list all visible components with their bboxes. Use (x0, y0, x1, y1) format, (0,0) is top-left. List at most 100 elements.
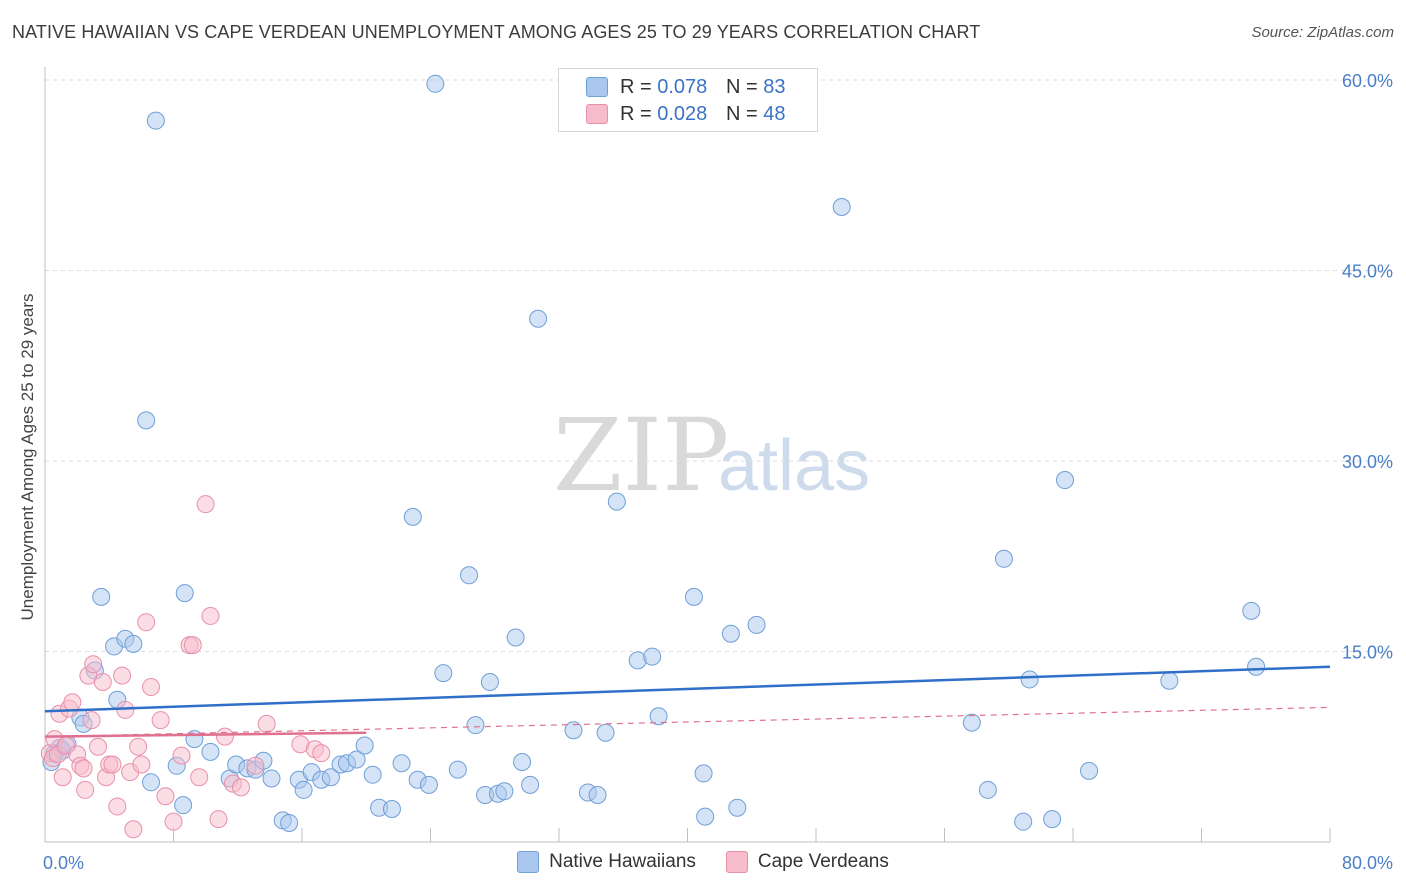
source-label: Source: ZipAtlas.com (1251, 24, 1394, 41)
data-point-native-hawaiians (355, 736, 374, 755)
data-point-cape-verdeans (164, 812, 183, 831)
x-tick-label: 0.0% (43, 853, 84, 873)
trend-line-native-hawaiians (44, 665, 1331, 713)
chart-title: NATIVE HAWAIIAN VS CAPE VERDEAN UNEMPLOY… (12, 22, 981, 42)
y-tick-label: 60.0% (1342, 71, 1393, 91)
data-point-native-hawaiians (466, 716, 485, 735)
data-point-native-hawaiians (513, 752, 532, 771)
data-point-native-hawaiians (448, 760, 467, 779)
legend-n-label: N = (726, 75, 758, 98)
data-point-cape-verdeans (172, 746, 191, 765)
data-point-native-hawaiians (721, 624, 740, 643)
data-point-cape-verdeans (312, 744, 331, 763)
trend-line-cape-verdeans (44, 731, 367, 738)
data-point-native-hawaiians (994, 549, 1013, 568)
data-point-native-hawaiians (294, 780, 313, 799)
data-point-native-hawaiians (832, 198, 851, 216)
data-point-cape-verdeans (132, 755, 151, 774)
data-point-native-hawaiians (480, 672, 499, 691)
data-point-native-hawaiians (201, 742, 220, 761)
data-point-native-hawaiians (142, 773, 161, 792)
y-tick-label: 15.0% (1342, 643, 1393, 663)
legend-r-label: R = (620, 102, 652, 125)
data-point-cape-verdeans (74, 759, 93, 778)
data-point-native-hawaiians (382, 799, 401, 818)
series-native-hawaiians (42, 74, 1266, 832)
legend-row-native-hawaiians: R = 0.078 N = 83 (559, 74, 786, 100)
data-point-native-hawaiians (962, 713, 981, 732)
gridlines (45, 79, 1392, 652)
data-point-cape-verdeans (53, 768, 72, 787)
watermark: ZIP atlas (553, 397, 870, 514)
watermark-atlas: atlas (718, 426, 870, 506)
data-point-cape-verdeans (215, 727, 234, 746)
y-tick-label: 45.0% (1342, 262, 1393, 282)
data-point-cape-verdeans (183, 636, 202, 655)
bottom-legend-label: Native Hawaiians (549, 851, 696, 872)
y-tick-label: 30.0% (1342, 452, 1393, 472)
data-point-native-hawaiians (588, 786, 607, 805)
data-point-cape-verdeans (142, 678, 161, 697)
legend: R = 0.078 N = 83 R = 0.028 N = 48 (558, 68, 818, 132)
legend-swatch-blue (586, 77, 608, 97)
data-point-native-hawaiians (728, 798, 747, 817)
data-point-native-hawaiians (564, 721, 583, 740)
data-point-native-hawaiians (434, 664, 453, 683)
data-point-native-hawaiians (392, 754, 411, 773)
data-point-native-hawaiians (643, 647, 662, 666)
data-point-cape-verdeans (196, 495, 215, 514)
data-point-native-hawaiians (696, 807, 715, 826)
data-point-native-hawaiians (137, 411, 156, 430)
data-point-cape-verdeans (113, 666, 132, 685)
legend-n-label: N = (726, 102, 758, 125)
data-point-cape-verdeans (63, 693, 82, 712)
data-point-native-hawaiians (978, 780, 997, 799)
data-point-native-hawaiians (419, 775, 438, 794)
data-point-native-hawaiians (1080, 761, 1099, 780)
data-point-native-hawaiians (1247, 657, 1266, 676)
data-point-native-hawaiians (521, 775, 540, 794)
data-point-cape-verdeans (108, 797, 127, 816)
data-point-cape-verdeans (151, 711, 170, 730)
data-point-cape-verdeans (129, 737, 148, 756)
data-point-native-hawaiians (363, 765, 382, 784)
data-point-native-hawaiians (1242, 601, 1261, 620)
trend-lines (44, 665, 1331, 738)
data-point-native-hawaiians (347, 750, 366, 769)
bottom-legend-swatch-pink (725, 851, 748, 873)
data-point-cape-verdeans (246, 756, 265, 775)
data-point-native-hawaiians (506, 628, 525, 647)
data-point-native-hawaiians (495, 782, 514, 801)
data-point-cape-verdeans (124, 820, 143, 839)
trend-line-cape-verdeans-extended (44, 706, 1331, 738)
x-tick-label: 80.0% (1342, 853, 1393, 873)
data-point-cape-verdeans (93, 672, 112, 691)
data-point-native-hawaiians (262, 769, 281, 788)
watermark-zip: ZIP (553, 397, 729, 514)
bottom-legend: Native Hawaiians Cape Verdeans (0, 851, 1406, 873)
data-point-native-hawaiians (1020, 670, 1039, 689)
data-point-native-hawaiians (174, 796, 193, 815)
data-point-cape-verdeans (89, 737, 108, 756)
data-point-cape-verdeans (257, 714, 276, 733)
data-point-native-hawaiians (146, 111, 165, 130)
data-point-cape-verdeans (190, 768, 209, 787)
data-point-cape-verdeans (116, 700, 135, 719)
data-point-native-hawaiians (607, 492, 626, 511)
legend-n-value: 48 (763, 102, 786, 125)
data-point-native-hawaiians (280, 813, 299, 832)
data-point-native-hawaiians (694, 764, 713, 783)
data-point-cape-verdeans (201, 606, 220, 625)
data-point-cape-verdeans (82, 711, 101, 730)
legend-row-cape-verdeans: R = 0.028 N = 48 (559, 101, 786, 127)
data-point-native-hawaiians (460, 566, 479, 585)
series-cape-verdeans (40, 495, 331, 839)
data-point-native-hawaiians (124, 634, 143, 653)
bottom-legend-native-hawaiians: Native Hawaiians (517, 851, 696, 873)
legend-r-value: 0.028 (657, 102, 708, 125)
data-point-native-hawaiians (92, 587, 111, 606)
legend-n-value: 83 (763, 75, 786, 98)
data-point-cape-verdeans (137, 613, 156, 632)
legend-r-label: R = (620, 75, 652, 98)
